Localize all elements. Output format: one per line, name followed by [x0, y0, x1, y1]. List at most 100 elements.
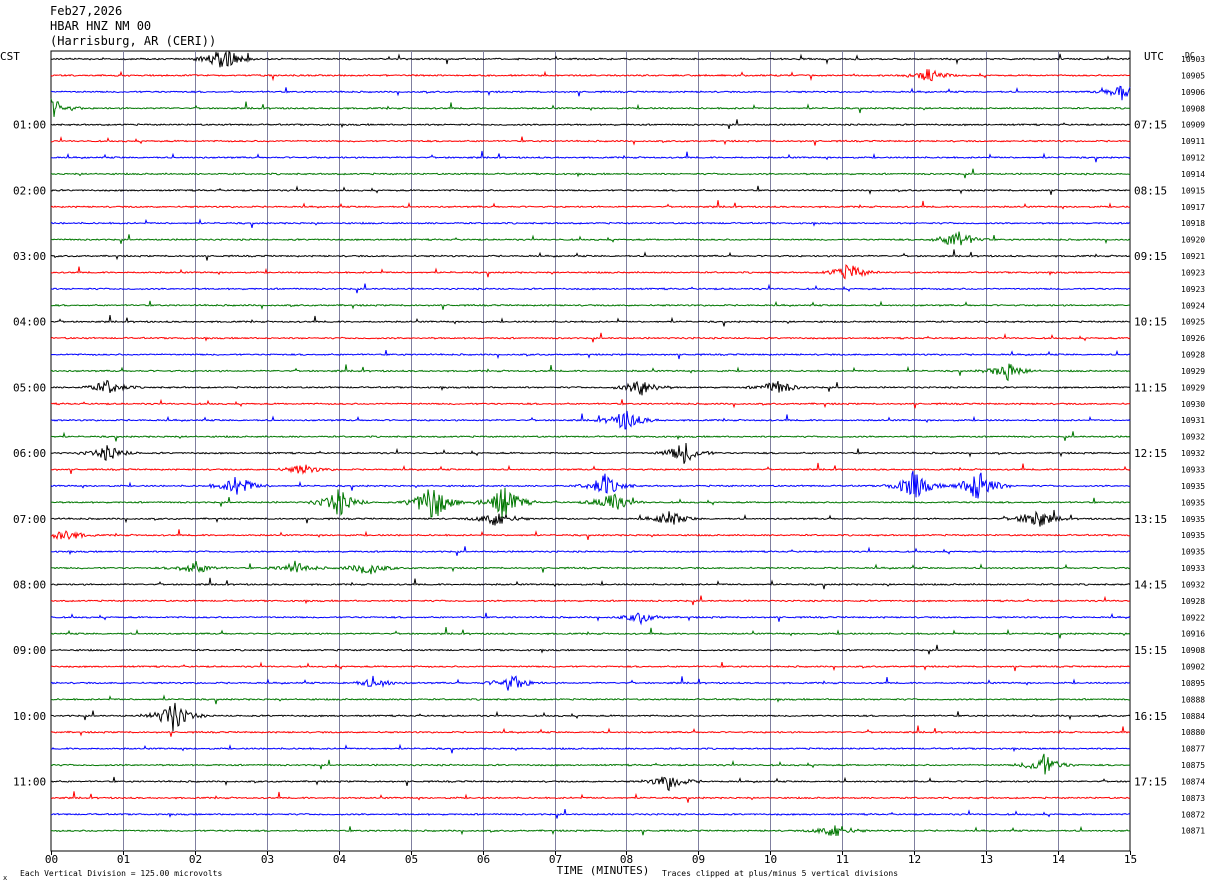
trace-line [50, 98, 1131, 117]
right-hour-label: 17:15 [1134, 775, 1167, 788]
dc-offset-label: 10912 [1181, 154, 1205, 163]
trace-line [50, 595, 1131, 606]
plot-header: Feb27,2026 HBAR HNZ NM 00 (Harrisburg, A… [50, 4, 216, 49]
trace-line [51, 85, 1131, 101]
trace-line [50, 791, 1131, 803]
dc-offset-label: 10935 [1181, 548, 1205, 557]
left-hour-label: 07:00 [13, 513, 46, 526]
dc-offset-label: 10915 [1181, 186, 1205, 195]
dc-offset-label: 10877 [1181, 745, 1205, 754]
left-hour-label: 06:00 [13, 447, 46, 460]
x-tick-label: 00 [45, 853, 58, 866]
dc-offset-label: 10917 [1181, 203, 1205, 212]
right-hour-label: 11:15 [1134, 381, 1167, 394]
trace-line [50, 379, 1131, 396]
right-timezone-label: UTC [1144, 50, 1164, 63]
dc-offset-label: 10906 [1181, 88, 1205, 97]
x-tick-label: 15 [1124, 853, 1137, 866]
dc-offset-label: 10935 [1181, 498, 1205, 507]
dc-offset-label: 10930 [1181, 400, 1205, 409]
trace-line [50, 249, 1131, 261]
dc-offset-label: 10925 [1181, 318, 1205, 327]
dc-offset-label: 10920 [1181, 236, 1205, 245]
left-hour-label: 08:00 [13, 578, 46, 591]
trace-line [50, 349, 1131, 360]
trace-line [50, 825, 1131, 836]
dc-offset-label: 10908 [1181, 104, 1205, 113]
dc-offset-label: 10928 [1181, 351, 1205, 360]
trace-line [50, 725, 1131, 737]
dc-offset-label: 10929 [1181, 367, 1205, 376]
station-label: HBAR HNZ NM 00 [50, 19, 152, 33]
trace-line [51, 398, 1131, 409]
trace-line [50, 283, 1131, 294]
dc-offset-label: 10872 [1181, 810, 1205, 819]
trace-line [50, 442, 1131, 464]
x-tick-label: 04 [333, 853, 347, 866]
left-hour-label: 11:00 [13, 775, 46, 788]
trace-line [50, 218, 1131, 229]
x-axis-title: TIME (MINUTES) [557, 864, 650, 877]
left-hour-label: 04:00 [13, 316, 46, 329]
dc-offset-label: 10884 [1181, 712, 1205, 721]
trace-line [50, 185, 1131, 195]
date-label: Feb27,2026 [50, 4, 123, 18]
x-tick-label: 07 [549, 853, 562, 866]
x-tick-label: 05 [405, 853, 418, 866]
trace-line [50, 487, 1131, 518]
right-hour-label: 12:15 [1134, 447, 1167, 460]
dc-offset-label: 10909 [1181, 121, 1205, 130]
dc-offset-label: 10923 [1181, 285, 1205, 294]
trace-line [51, 577, 1131, 590]
dc-offset-label: 10932 [1181, 433, 1205, 442]
dc-offset-label: 10871 [1181, 827, 1205, 836]
trace-line [50, 560, 1131, 575]
trace-line [50, 470, 1131, 499]
trace-line [50, 264, 1131, 280]
dc-offset-label: 10929 [1181, 383, 1205, 392]
dc-header-label: DC [1185, 51, 1195, 60]
trace-line [50, 300, 1131, 310]
dc-offset-label: 10922 [1181, 613, 1205, 622]
dc-offset-label: 10880 [1181, 728, 1205, 737]
right-hour-label: 10:15 [1134, 316, 1167, 329]
x-tick-label: 06 [477, 853, 490, 866]
dc-offset-label: 10905 [1181, 71, 1205, 80]
trace-line [50, 694, 1131, 705]
trace-line [50, 612, 1131, 626]
trace-line [51, 150, 1131, 163]
dc-offset-label: 10932 [1181, 449, 1205, 458]
dc-offset-label: 10931 [1181, 416, 1205, 425]
dc-offset-label: 10914 [1181, 170, 1205, 179]
dc-offset-label: 10928 [1181, 597, 1205, 606]
location-label: (Harrisburg, AR (CERI)) [50, 34, 217, 48]
right-hour-label: 09:15 [1134, 250, 1167, 263]
trace-line [51, 231, 1131, 246]
trace-line [50, 50, 1131, 68]
trace-line [50, 136, 1131, 146]
trace-line [50, 776, 1131, 792]
x-tick-label: 09 [692, 853, 705, 866]
dc-offset-label: 10911 [1181, 137, 1205, 146]
right-hour-label: 16:15 [1134, 710, 1167, 723]
trace-line [50, 546, 1131, 556]
x-tick-label: 01 [117, 853, 130, 866]
trace-line [50, 529, 1130, 541]
corner-mark: x [3, 874, 7, 882]
right-hour-label: 08:15 [1134, 184, 1167, 197]
trace-line [50, 332, 1131, 343]
left-hour-label: 01:00 [13, 119, 46, 132]
dc-offset-label: 10918 [1181, 219, 1205, 228]
trace-line [50, 200, 1131, 210]
dc-offset-label: 10888 [1181, 695, 1205, 704]
trace-line [50, 702, 1131, 732]
dc-offset-label: 10916 [1181, 630, 1205, 639]
x-tick-label: 08 [620, 853, 633, 866]
dc-offset-label: 10873 [1181, 794, 1205, 803]
dc-offset-label: 10935 [1181, 482, 1205, 491]
trace-line [50, 363, 1131, 382]
right-hour-label: 14:15 [1134, 578, 1167, 591]
trace-line [50, 675, 1131, 691]
trace-line [50, 315, 1131, 327]
